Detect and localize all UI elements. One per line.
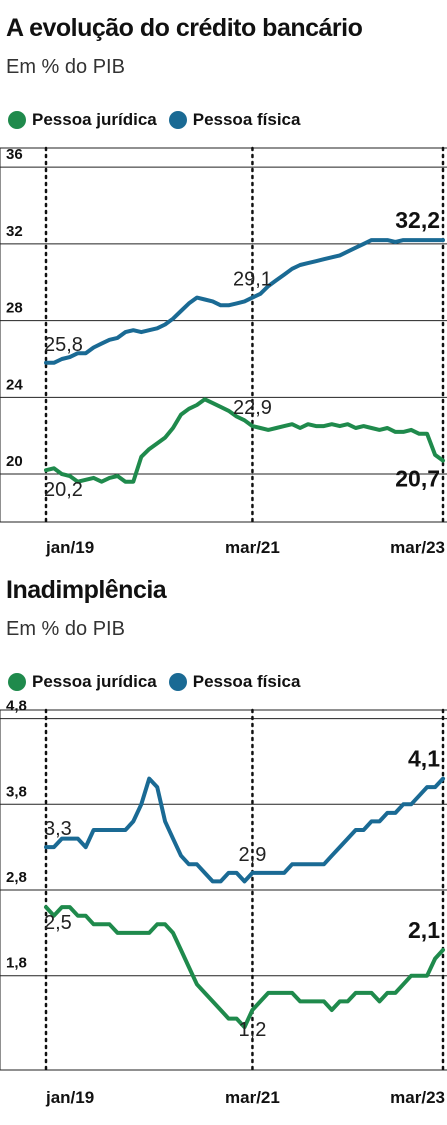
- value-label: 2,5: [44, 912, 72, 934]
- credit-plot: 36 32 28 24 20 jan/19 mar/21 mar/23 25,8 29,1 32,2…: [0, 146, 447, 557]
- value-label: 29,1: [233, 269, 272, 291]
- y-tick-label: 28: [6, 300, 23, 317]
- legend-dot-juridica: [8, 673, 26, 691]
- x-tick-label: jan/19: [45, 1088, 94, 1107]
- legend-item-juridica: Pessoa jurídica: [8, 672, 157, 692]
- value-label: 25,8: [44, 334, 83, 356]
- value-label: 32,2: [395, 207, 440, 233]
- y-tick-label: 1,8: [6, 955, 27, 972]
- value-label: 4,1: [408, 746, 440, 772]
- x-tick-label: mar/21: [225, 1088, 280, 1107]
- legend-item-fisica: Pessoa física: [168, 110, 301, 130]
- series-line-fisica: [44, 238, 445, 365]
- chart-subtitle: Em % do PIB: [6, 56, 125, 78]
- chart-title: A evolução do crédito bancário: [6, 14, 363, 42]
- value-label: 22,9: [233, 397, 272, 419]
- x-tick-label: mar/21: [225, 538, 280, 557]
- x-tick-label: mar/23: [390, 1088, 445, 1107]
- legend-item-juridica: Pessoa jurídica: [8, 110, 157, 130]
- legend-dot-fisica: [168, 673, 187, 691]
- legend: Pessoa jurídica Pessoa física: [8, 672, 312, 692]
- legend: Pessoa jurídica Pessoa física: [8, 110, 312, 130]
- legend-dot-juridica: [8, 111, 26, 129]
- value-label: 3,3: [44, 818, 72, 840]
- legend-label-juridica: Pessoa jurídica: [32, 672, 157, 691]
- value-label: 2,9: [239, 844, 267, 866]
- y-tick-label: 32: [6, 223, 23, 240]
- value-label: 2,1: [408, 917, 440, 943]
- default-rate-panel: Inadimplência Em % do PIB Pessoa jurídic…: [0, 562, 447, 1125]
- series-line-juridica: [44, 397, 445, 484]
- default-rate-plot: 4,8 3,8 2,8 1,8 jan/19 mar/21 mar/23 3,3 2,9 4,1 2…: [0, 698, 447, 1107]
- legend-label-juridica: Pessoa jurídica: [32, 110, 157, 129]
- series-line-fisica: [44, 776, 445, 884]
- y-tick-label: 24: [6, 376, 23, 393]
- legend-label-fisica: Pessoa física: [192, 672, 301, 691]
- x-tick-label: jan/19: [45, 538, 94, 557]
- y-tick-label: 3,8: [6, 783, 27, 800]
- legend-item-fisica: Pessoa física: [168, 672, 301, 692]
- value-label: 20,2: [44, 479, 83, 501]
- series-line-juridica: [44, 905, 445, 1030]
- value-label: 20,7: [395, 466, 440, 492]
- x-tick-label: mar/23: [390, 538, 445, 557]
- legend-dot-fisica: [168, 111, 187, 129]
- value-label: 1,2: [239, 1019, 267, 1041]
- y-tick-label: 36: [6, 146, 23, 163]
- chart-title: Inadimplência: [6, 576, 167, 604]
- credit-evolution-panel: A evolução do crédito bancário Em % do P…: [0, 0, 447, 562]
- legend-label-fisica: Pessoa física: [192, 110, 301, 129]
- y-tick-label: 20: [6, 453, 23, 470]
- chart-subtitle: Em % do PIB: [6, 618, 125, 640]
- y-tick-label: 4,8: [6, 698, 27, 715]
- y-tick-label: 2,8: [6, 869, 27, 886]
